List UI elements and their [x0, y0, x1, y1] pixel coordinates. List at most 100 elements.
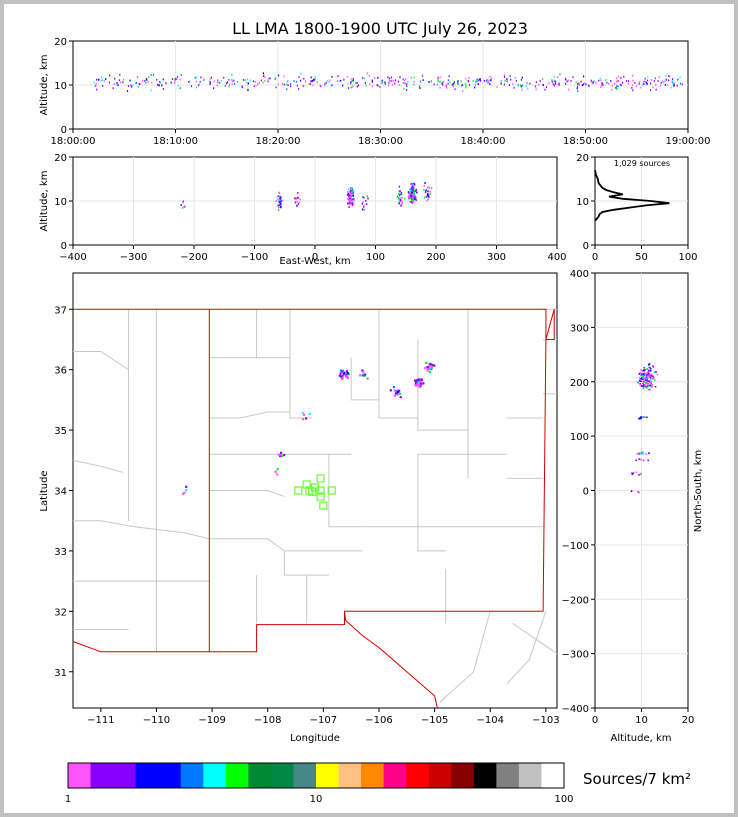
ew-source: [412, 194, 415, 197]
time-source: [224, 84, 226, 87]
ew-source: [429, 191, 431, 193]
ew-source: [399, 200, 401, 203]
time-source: [195, 80, 197, 83]
ew-source: [411, 190, 414, 193]
plan-source: [414, 379, 417, 382]
mexico-border: [72, 611, 345, 653]
ns-tick-label: 200: [570, 378, 589, 389]
time-source: [548, 82, 550, 85]
ew-source: [277, 198, 279, 201]
time-source: [660, 81, 662, 84]
time-source: [588, 85, 590, 88]
time-source: [445, 84, 447, 87]
ew-source: [294, 201, 297, 204]
time-source: [209, 77, 211, 80]
time-source: [194, 76, 196, 79]
time-source: [529, 82, 531, 85]
time-source: [286, 88, 288, 91]
time-source: [366, 72, 368, 75]
ns-source: [649, 369, 652, 372]
time-source: [486, 79, 488, 82]
ew-source: [295, 198, 297, 201]
plan-source: [340, 376, 343, 379]
ns-source: [652, 365, 655, 368]
ew-source: [276, 196, 279, 199]
time-source: [491, 77, 493, 80]
time-source: [672, 82, 674, 85]
ew-source: [399, 190, 401, 193]
ns-source: [644, 416, 646, 419]
ew-source: [400, 203, 403, 206]
ns-source: [648, 375, 650, 377]
ew-source: [350, 192, 352, 195]
time-source: [150, 89, 152, 92]
time-source: [233, 79, 235, 82]
time-altitude-tick-label: 20: [54, 37, 67, 48]
time-source: [179, 78, 181, 81]
time-source: [566, 80, 568, 83]
plan-source: [185, 485, 188, 488]
time-source: [233, 82, 236, 85]
time-source: [453, 81, 455, 83]
ew-source: [348, 199, 350, 202]
longitude-tick-label: −107: [310, 715, 337, 726]
time-tick-label: 18:30:00: [358, 136, 403, 147]
time-source: [145, 78, 148, 80]
time-source: [103, 80, 105, 82]
ew-source: [278, 200, 281, 203]
ew-source: [398, 194, 401, 197]
time-source: [567, 88, 570, 91]
ns-source: [646, 376, 649, 379]
ew-source: [398, 202, 400, 205]
time-source: [351, 79, 353, 82]
ns-source: [642, 381, 645, 384]
time-source: [577, 82, 579, 85]
ew-source: [277, 209, 280, 211]
north-south-ylabel: North-South, km: [693, 450, 704, 533]
colorbar-cell: [158, 763, 182, 788]
ew-source: [415, 188, 418, 191]
ns-source: [648, 376, 651, 379]
ew-source: [428, 196, 430, 199]
ns-source: [636, 452, 638, 455]
time-source: [404, 77, 407, 80]
time-source: [535, 81, 537, 84]
plan-source: [339, 373, 342, 376]
longitude-tick-label: −111: [87, 715, 114, 726]
ew-source: [352, 192, 355, 195]
time-source: [397, 80, 400, 83]
time-source: [485, 80, 487, 83]
time-source: [324, 84, 326, 87]
time-source: [118, 79, 121, 82]
time-source: [267, 77, 269, 80]
ew-source: [365, 203, 368, 205]
ew-source: [280, 200, 282, 203]
time-source: [476, 78, 478, 81]
ns-source: [646, 367, 648, 370]
plan-view-ylabel: Latitude: [39, 470, 50, 511]
time-source: [673, 82, 675, 85]
time-source: [112, 87, 114, 90]
ew-source: [397, 196, 399, 198]
time-source: [447, 82, 449, 85]
ew-source: [352, 190, 354, 193]
time-source: [177, 84, 179, 87]
colorbar-cell: [406, 763, 430, 788]
ew-source: [410, 182, 413, 185]
time-source: [615, 80, 617, 83]
ns-source: [638, 458, 640, 460]
time-source: [465, 77, 467, 80]
ns-source: [648, 362, 651, 365]
time-source: [551, 79, 553, 81]
latitude-tick-label: 37: [54, 305, 67, 316]
time-source: [601, 83, 603, 85]
ew-source: [430, 187, 433, 189]
colorbar: 1 10 100 Sources/7 km²: [65, 762, 691, 805]
time-source: [98, 78, 100, 81]
county-border: [512, 622, 558, 655]
time-source: [500, 82, 502, 85]
ns-source: [647, 388, 650, 391]
colorbar-cell: [203, 763, 227, 788]
time-source: [521, 88, 523, 91]
ew-source: [415, 199, 417, 201]
